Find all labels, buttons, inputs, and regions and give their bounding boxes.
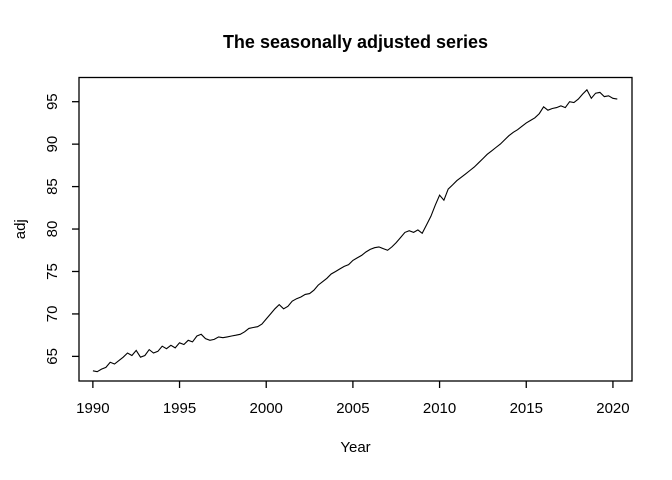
x-tick-label: 1990	[76, 400, 109, 417]
x-axis-title: Year	[340, 439, 370, 456]
y-tick-label: 85	[44, 178, 61, 195]
chart-title: The seasonally adjusted series	[223, 32, 488, 52]
x-tick-label: 2000	[250, 400, 283, 417]
x-tick-label: 2015	[510, 400, 543, 417]
x-tick-label: 2020	[596, 400, 629, 417]
series-line-adj	[92, 88, 618, 373]
y-tick-label: 65	[44, 348, 61, 365]
y-tick-label: 90	[44, 136, 61, 153]
y-tick-label: 70	[44, 306, 61, 323]
y-axis-title: adj	[12, 219, 29, 239]
plot-box	[78, 76, 633, 382]
x-tick-label: 2005	[336, 400, 369, 417]
y-tick-label: 95	[44, 93, 61, 110]
x-tick-label: 2010	[423, 400, 456, 417]
y-tick-label: 80	[44, 221, 61, 238]
x-tick-label: 1995	[163, 400, 196, 417]
y-tick-label: 75	[44, 263, 61, 280]
